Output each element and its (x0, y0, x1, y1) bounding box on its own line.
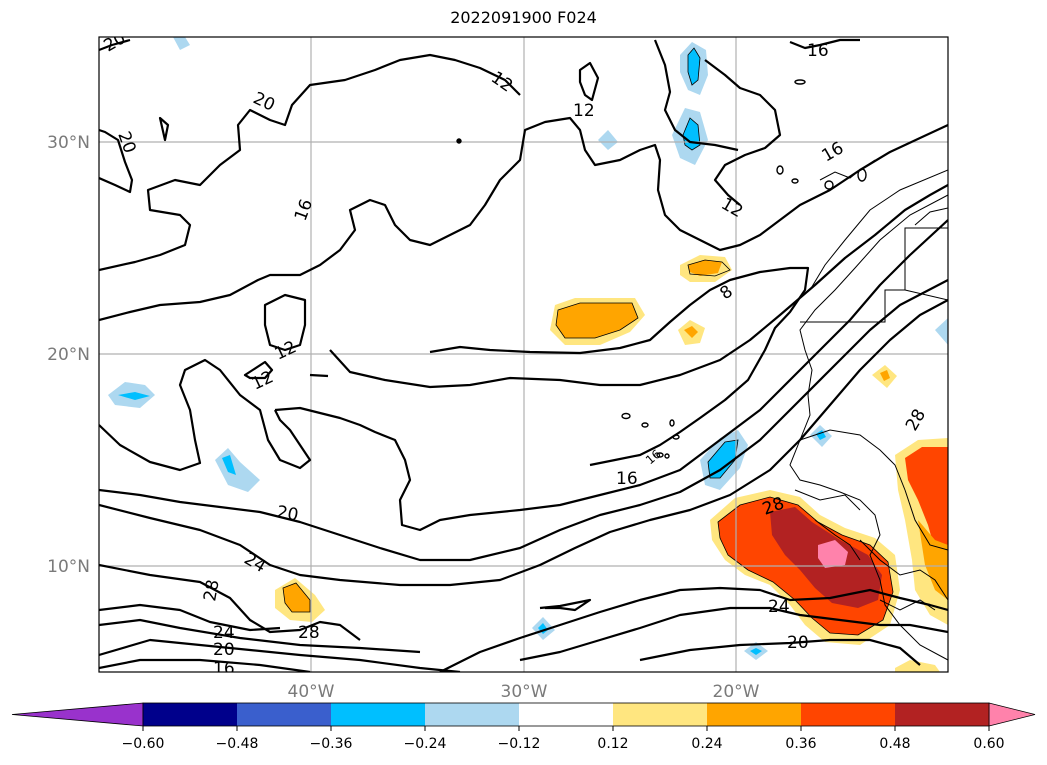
lat-label-10n: 10°N (47, 557, 90, 577)
colorbar-tick-label: −0.24 (404, 736, 447, 752)
contour-lines (99, 38, 948, 672)
lat-label-20n: 20°N (47, 345, 90, 365)
contour-label: 20 (275, 502, 300, 525)
colorbar-tick-label: 0.24 (691, 736, 722, 752)
contour-label: 16 (807, 41, 829, 61)
lon-labels: 40°W 30°W 20°W (288, 682, 760, 702)
contour-label: 20 (213, 640, 235, 660)
colorbar-extend-min (11, 702, 144, 727)
lon-label-40w: 40°W (288, 682, 335, 702)
contour-label: 24 (768, 597, 790, 617)
contour-label: 12 (573, 101, 595, 121)
contour-label: 28 (200, 578, 223, 603)
colorbar-tick-label: −0.12 (498, 736, 541, 752)
colorbar-segment (707, 703, 801, 726)
colorbar-tick-label: −0.60 (122, 736, 165, 752)
contour-label: 16 (616, 469, 638, 489)
colorbar-extend-max (988, 702, 1036, 727)
colorbar-tick-label: 0.12 (597, 736, 628, 752)
colorbar-frame (142, 702, 990, 727)
lon-label-30w: 30°W (501, 682, 548, 702)
colorbar-tick-label: −0.36 (310, 736, 353, 752)
positive-anomaly-fill (275, 255, 948, 672)
colorbar-segment (143, 703, 237, 726)
coastlines (789, 159, 948, 661)
colorbar-segment (895, 703, 989, 726)
colorbar-segment (801, 703, 895, 726)
chart-title: 2022091900 F024 (450, 8, 597, 27)
colorbar-segment (237, 703, 331, 726)
lat-label-30n: 30°N (47, 133, 90, 153)
colorbar-tick-label: 0.36 (785, 736, 816, 752)
lon-label-20w: 20°W (713, 682, 760, 702)
colorbar-tick-label: −0.48 (216, 736, 259, 752)
contour-label: 16 (213, 659, 235, 679)
contour-label: 24 (213, 623, 235, 643)
colorbar-tick-label: 0.60 (973, 736, 1004, 752)
contour-label: 20 (787, 633, 809, 653)
colorbar: −0.60 −0.48 −0.36 −0.24 −0.12 0.12 0.24 0.36 0.4… (11, 702, 1036, 752)
colorbar-segment (519, 703, 613, 726)
map-area: 20 12 20 20 16 12 12 12 8 16 12 16 20 24… (99, 37, 948, 679)
colorbar-segment (331, 703, 425, 726)
small-contour-blobs (456, 79, 867, 459)
lat-labels: 30°N 20°N 10°N (47, 133, 90, 577)
colorbar-segment (425, 703, 519, 726)
colorbar-tick-label: 0.48 (879, 736, 910, 752)
contour-label: 28 (298, 623, 320, 643)
colorbar-segment (613, 703, 707, 726)
map-frame (98, 36, 949, 673)
